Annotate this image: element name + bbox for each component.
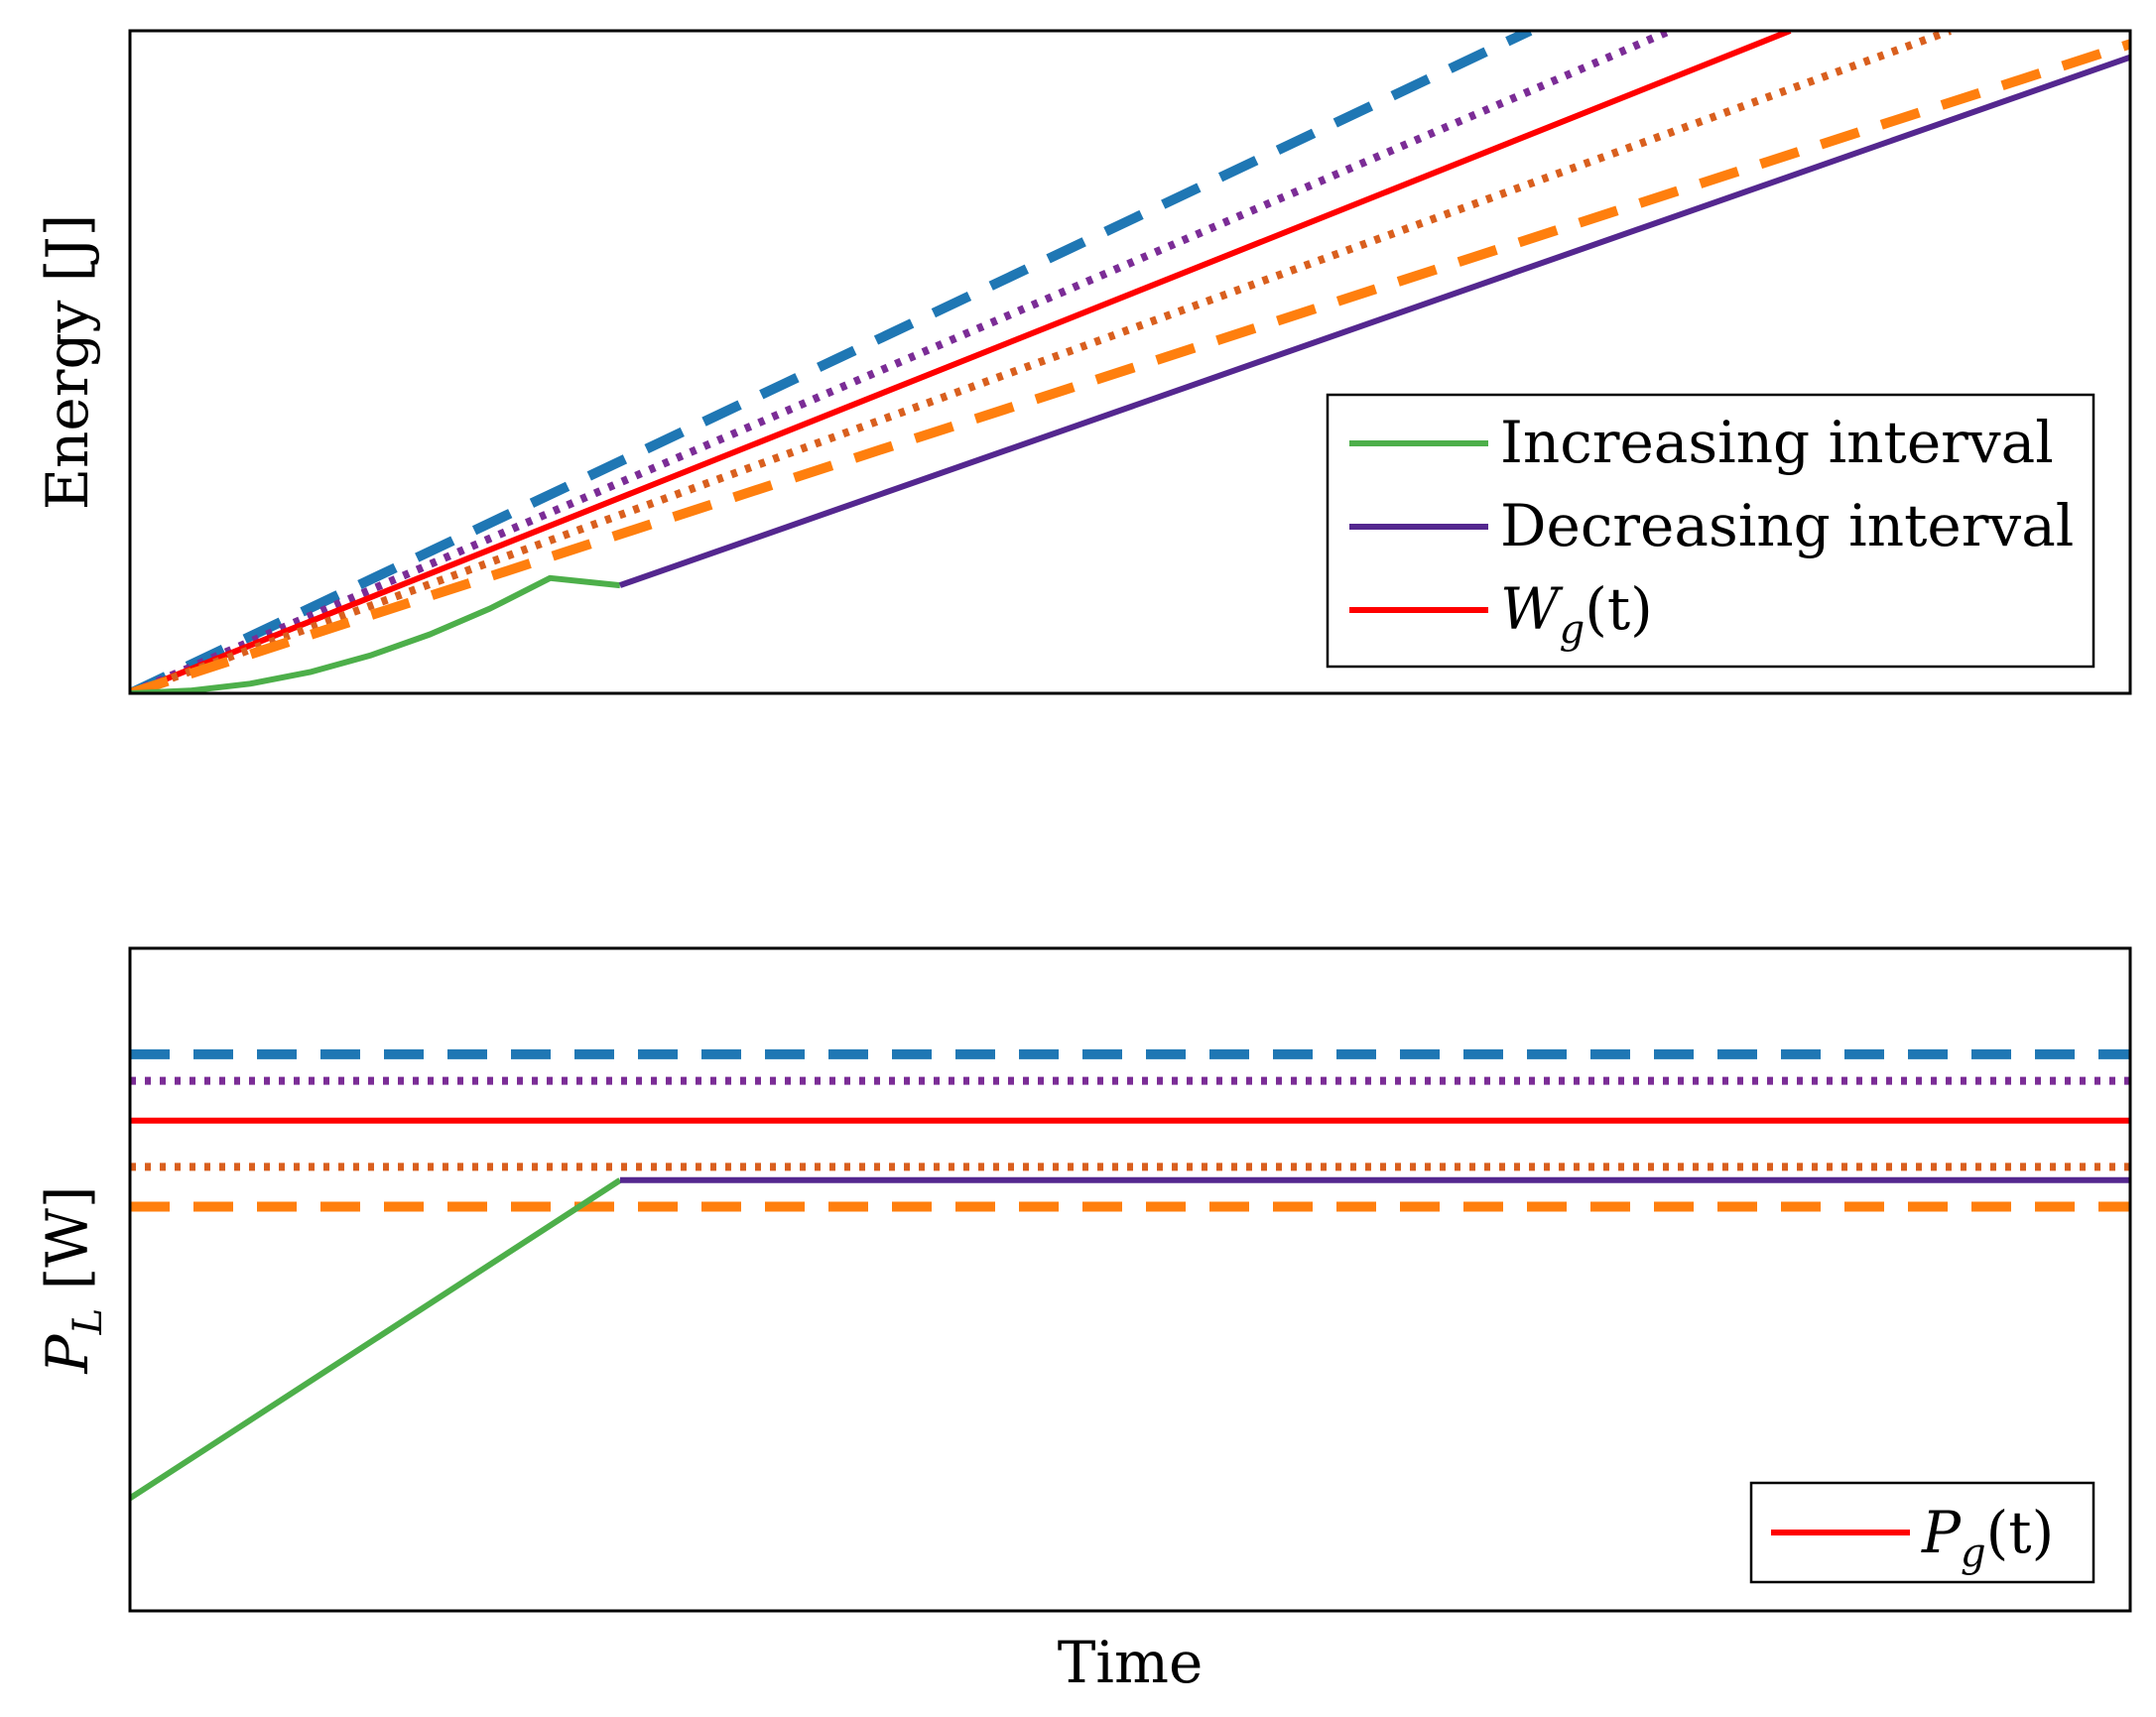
legend-label-wg-sub: g xyxy=(1560,607,1585,653)
top-plot-frame xyxy=(128,29,2132,695)
bottom-plot-frame xyxy=(128,946,2132,1613)
top-series-group xyxy=(130,31,2130,693)
top-chart: Energy [J] Increasing interval Decreasin… xyxy=(34,29,2132,695)
top-series-lower-dashed xyxy=(130,39,2130,693)
top-y-axis-label: Energy [J] xyxy=(34,214,101,511)
top-series-lower-dotted xyxy=(130,31,1952,693)
bottom-x-axis-label: Time xyxy=(1058,1629,1204,1696)
legend-label-decreasing: Decreasing interval xyxy=(1500,492,2074,559)
top-series-increasing-interval xyxy=(130,574,621,693)
bottom-y-axis-label-sub: L xyxy=(65,1308,111,1336)
bottom-y-axis-label-suffix: [W] xyxy=(34,1186,101,1308)
top-series-w-g-t xyxy=(130,31,1792,693)
top-series-upper-dashed xyxy=(130,31,1533,693)
bottom-series-increasing-interval xyxy=(130,1177,622,1501)
legend-label-wg-suffix: (t) xyxy=(1585,575,1653,643)
bottom-y-axis-label: PL [W] xyxy=(34,1186,111,1375)
bottom-y-axis-label-main: P xyxy=(34,1333,101,1374)
legend-label-wg: Wg(t) xyxy=(1500,575,1653,653)
legend-label-wg-main: W xyxy=(1500,575,1564,643)
legend-label-pg-suffix: (t) xyxy=(1986,1499,2055,1566)
legend-label-pg: Pg(t) xyxy=(1921,1499,2054,1576)
bottom-chart: PL [W] Time Pg(t) xyxy=(34,946,2132,1696)
bottom-legend: Pg(t) xyxy=(1749,1481,2095,1584)
legend-label-pg-sub: g xyxy=(1961,1531,1986,1576)
legend-label-increasing: Increasing interval xyxy=(1500,409,2054,476)
top-legend: Increasing interval Decreasing interval … xyxy=(1326,393,2095,669)
bottom-series-group xyxy=(130,1048,2130,1501)
top-legend-frame xyxy=(1326,393,2095,669)
legend-label-pg-main: P xyxy=(1921,1499,1962,1566)
top-series-decreasing-interval xyxy=(618,54,2130,588)
top-series-upper-dotted xyxy=(130,31,1672,693)
